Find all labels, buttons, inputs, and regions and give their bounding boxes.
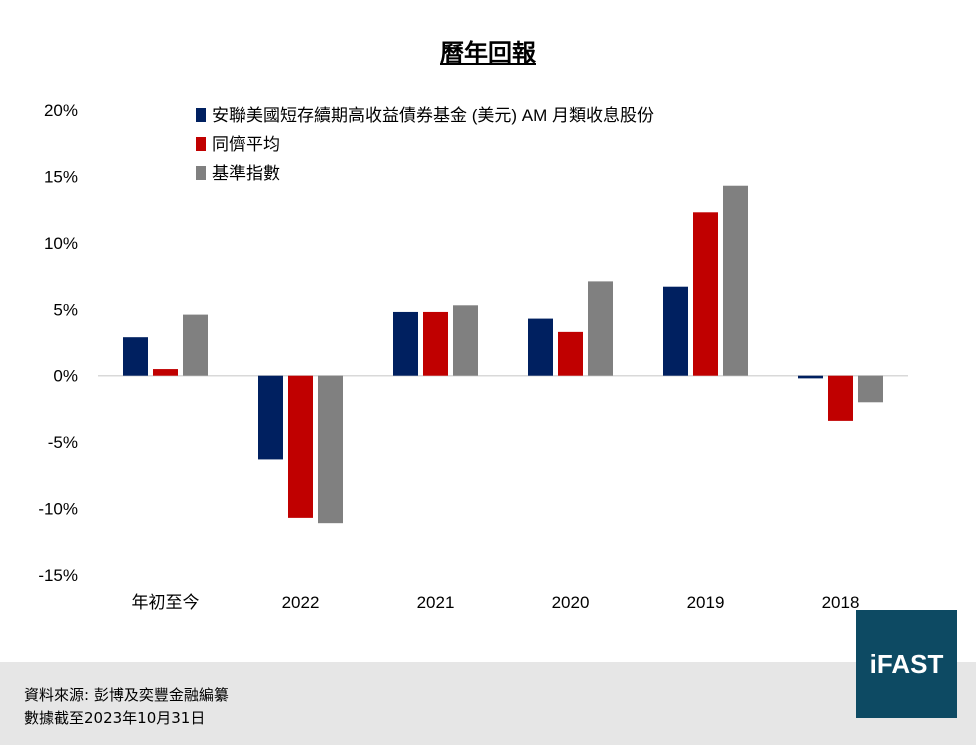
x-tick-label: 年初至今 [132,593,200,612]
bar [693,212,718,376]
y-tick-label: 0% [53,367,78,386]
ifast-logo: iFAST [856,610,957,718]
bar [318,375,343,524]
legend-label: 同儕平均 [212,135,280,154]
bar [723,185,748,376]
y-tick-label: -15% [38,566,78,585]
bar [453,305,478,376]
bar [588,281,613,376]
y-tick-label: -5% [48,433,78,452]
source-note: 資料來源: 彭博及奕豐金融編纂 [24,686,229,704]
bar [858,375,883,403]
bar [123,337,148,376]
legend-swatch [196,108,206,122]
x-tick-label: 2019 [687,593,725,612]
bar [183,314,208,376]
legend-swatch [196,137,206,151]
chart-title: 曆年回報 [440,39,536,67]
y-tick-label: 20% [44,101,78,120]
bar [798,375,823,379]
bar [663,286,688,376]
bar [423,311,448,376]
legend-label: 安聯美國短存續期高收益債券基金 (美元) AM 月類收息股份 [212,106,654,125]
bar [558,331,583,376]
bar [393,311,418,376]
y-tick-label: 10% [44,234,78,253]
y-tick-label: 15% [44,167,78,186]
y-tick-label: 5% [53,300,78,319]
x-tick-label: 2020 [552,593,590,612]
bar [828,375,853,421]
legend-swatch [196,166,206,180]
x-tick-label: 2018 [822,593,860,612]
bar-chart: 20% 15% 10% 5% 0% -5% -10% -15% 年初至今 2022 2021 2020… [38,101,908,612]
bar [288,375,313,518]
footer: 資料來源: 彭博及奕豐金融編纂 數據截至2023年10月31日 [0,662,976,745]
data-date-note: 數據截至2023年10月31日 [24,709,206,727]
y-tick-label: -10% [38,500,78,519]
x-tick-label: 2021 [417,593,455,612]
bar [528,318,553,376]
bar [153,369,178,376]
bar [258,375,283,460]
legend-label: 基準指數 [212,164,280,183]
x-tick-label: 2022 [282,593,320,612]
